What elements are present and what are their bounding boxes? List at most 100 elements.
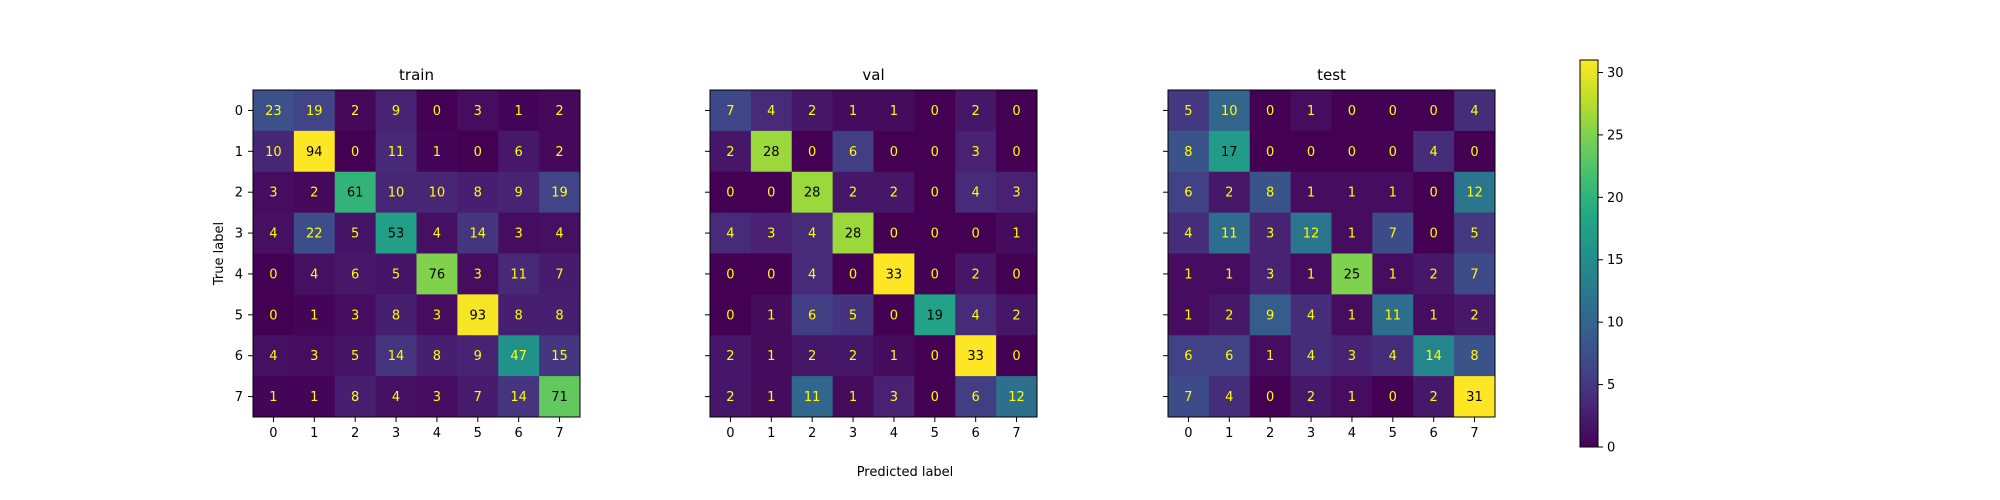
cell-value-label: 28 [804, 186, 821, 201]
heatmap-cell [1454, 253, 1496, 295]
cell-value-label: 0 [726, 186, 734, 201]
cell-value-label: 0 [849, 267, 857, 282]
cell-value-label: 2 [1307, 390, 1315, 405]
heatmap-cell [1331, 294, 1373, 336]
heatmap-cell [1168, 90, 1210, 132]
heatmap-cell [996, 335, 1038, 377]
x-tick-label: 1 [1225, 426, 1233, 441]
heatmap-cell [1372, 335, 1414, 377]
y-tick-label: 4 [235, 267, 243, 282]
cell-value-label: 3 [310, 349, 318, 364]
heatmap-cell [293, 253, 336, 295]
heatmap-cell [457, 253, 499, 295]
cell-value-label: 7 [1389, 227, 1397, 242]
heatmap-cell [873, 335, 915, 377]
cell-value-label: 1 [1012, 227, 1020, 242]
cell-value-label: 4 [972, 308, 980, 323]
heatmap-cell [750, 171, 793, 214]
heatmap-cell [416, 335, 458, 377]
heatmap-cell [457, 376, 499, 418]
cell-value-label: 11 [1221, 227, 1238, 242]
cell-value-label: 23 [265, 104, 282, 119]
colorbar-tick-label: 15 [1607, 253, 1624, 268]
heatmap-cell [375, 90, 417, 132]
cell-value-label: 0 [474, 145, 482, 160]
cell-value-label: 11 [1385, 308, 1402, 323]
cell-value-label: 9 [1266, 308, 1274, 323]
cell-value-label: 28 [845, 227, 862, 242]
cell-value-label: 2 [1012, 308, 1020, 323]
cell-value-label: 6 [515, 145, 523, 160]
heatmap-cell [416, 212, 458, 254]
x-tick-label: 1 [767, 426, 775, 441]
heatmap-cell [914, 376, 956, 418]
cell-value-label: 2 [726, 349, 734, 364]
cell-value-label: 53 [388, 227, 405, 242]
heatmap-cell [832, 171, 874, 214]
cell-value-label: 3 [433, 308, 441, 323]
heatmap-cell [750, 376, 793, 418]
cell-value-label: 1 [515, 104, 523, 119]
heatmap-cell [750, 130, 793, 173]
cell-value-label: 3 [474, 104, 482, 119]
panel-title: val [862, 66, 884, 84]
heatmap-cell [1208, 335, 1251, 377]
heatmap-cell [1168, 130, 1210, 173]
cell-value-label: 0 [1389, 104, 1397, 119]
colorbar-gradient [1579, 59, 1599, 448]
heatmap-cell [873, 294, 915, 336]
heatmap-cell [416, 294, 458, 336]
heatmap-cell [1454, 294, 1496, 336]
heatmap-cell [1168, 253, 1210, 295]
heatmap-cell [334, 171, 377, 214]
heatmap-cell [955, 335, 997, 377]
cell-value-label: 1 [767, 308, 775, 323]
cell-value-label: 1 [1348, 227, 1356, 242]
cell-value-label: 4 [1389, 349, 1397, 364]
cell-value-label: 76 [429, 267, 446, 282]
heatmap-cell [1290, 253, 1332, 295]
cell-value-label: 28 [763, 145, 780, 160]
cell-value-label: 5 [1184, 104, 1192, 119]
heatmap-cell [710, 253, 752, 295]
heatmap-cell [955, 130, 997, 173]
cell-value-label: 0 [269, 267, 277, 282]
cell-value-label: 19 [551, 186, 568, 201]
cell-value-label: 3 [474, 267, 482, 282]
y-tick-label: 5 [235, 308, 243, 323]
heatmap-cell [1413, 90, 1455, 132]
cell-value-label: 3 [1266, 267, 1274, 282]
heatmap-cell [1372, 90, 1414, 132]
heatmap-cell [873, 376, 915, 418]
panel-test: 5 10 0 1 0 0 0 48 17 0 0 0 0 4 06 2 8 1 1 1 0 124 11 3 12 1 7 0 51 1 3… [1163, 66, 1496, 441]
cell-value-label: 71 [551, 390, 568, 405]
colorbar-tick-label: 25 [1607, 128, 1624, 143]
heatmap-cell [1454, 335, 1496, 377]
x-tick-label: 3 [392, 426, 400, 441]
x-tick-label: 4 [1348, 426, 1356, 441]
x-axis-label: Predicted label [857, 465, 954, 480]
cell-value-label: 4 [1430, 145, 1438, 160]
heatmap-cell [1208, 294, 1251, 336]
heatmap-cell [791, 376, 834, 418]
cell-value-label: 2 [808, 104, 816, 119]
heatmap-cell [1290, 376, 1332, 418]
heatmap-cell [914, 90, 956, 132]
heatmap-cell [293, 335, 336, 377]
panel-title: train [399, 66, 434, 84]
cell-value-label: 14 [470, 227, 487, 242]
axes-frame [252, 89, 581, 418]
cell-value-label: 0 [726, 267, 734, 282]
heatmap-cell [1290, 294, 1332, 336]
colorbar: 0 5 10 15 20 25 30 [1579, 59, 1624, 456]
colorbar-tick-label: 20 [1607, 191, 1624, 206]
cell-value-label: 25 [1344, 267, 1361, 282]
x-tick-label: 6 [1430, 426, 1438, 441]
heatmap-cell [1413, 253, 1455, 295]
cell-value-label: 8 [1266, 186, 1274, 201]
cell-value-label: 47 [510, 349, 527, 364]
heatmap-cell [1372, 376, 1414, 418]
heatmap-cell [955, 294, 997, 336]
heatmap-cell [750, 335, 793, 377]
